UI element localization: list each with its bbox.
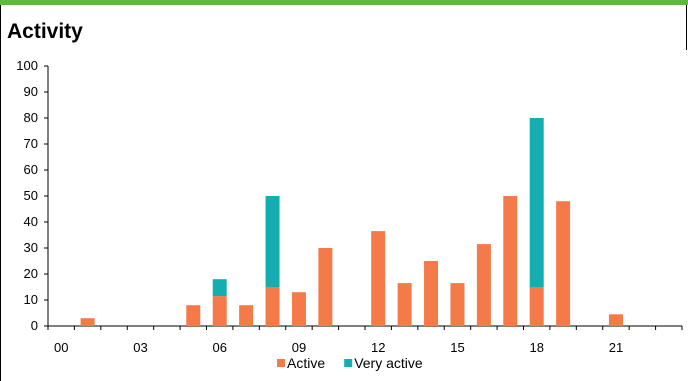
y-tick-label: 60 (24, 162, 38, 177)
bar-very-active (212, 279, 227, 297)
legend-label-very-active: Very active (354, 355, 423, 371)
bar-very-active (265, 196, 280, 287)
bar-active (80, 318, 95, 326)
y-tick-label: 100 (16, 58, 38, 73)
legend-swatch-active (277, 359, 285, 367)
bar-active (529, 287, 544, 326)
x-tick-label: 12 (371, 340, 385, 355)
bar-active (371, 231, 386, 326)
x-tick-label: 09 (292, 340, 306, 355)
bar-active (212, 296, 227, 326)
legend-label-active: Active (287, 355, 325, 371)
bar-active (476, 244, 491, 326)
y-tick-label: 30 (24, 240, 38, 255)
bar-active (186, 305, 201, 326)
bar-active (503, 196, 518, 326)
bar-active (239, 305, 254, 326)
card-right-border (686, 5, 687, 50)
bar-active (556, 201, 571, 326)
bar-active (397, 283, 412, 326)
x-tick-label: 21 (609, 340, 623, 355)
card-left-border (0, 5, 1, 381)
y-tick-label: 40 (24, 214, 38, 229)
y-tick-label: 70 (24, 136, 38, 151)
bar-active (450, 283, 465, 326)
legend-swatch-very-active (344, 359, 353, 367)
bar-active (318, 248, 333, 326)
y-tick-label: 0 (31, 318, 38, 333)
x-tick-label: 03 (133, 340, 147, 355)
y-tick-label: 90 (24, 84, 38, 99)
bar-very-active (529, 118, 544, 287)
y-tick-label: 80 (24, 110, 38, 125)
y-tick-label: 50 (24, 188, 38, 203)
x-tick-label: 18 (529, 340, 543, 355)
y-tick-label: 20 (24, 266, 38, 281)
y-tick-label: 10 (24, 292, 38, 307)
x-tick-label: 06 (212, 340, 226, 355)
x-tick-label: 00 (54, 340, 68, 355)
bar-active (291, 292, 306, 326)
bar-active (424, 261, 439, 326)
bar-active (265, 287, 280, 326)
chart-title: Activity (7, 20, 83, 43)
accent-bar (0, 0, 688, 5)
x-tick-label: 15 (450, 340, 464, 355)
bar-active (608, 314, 623, 326)
